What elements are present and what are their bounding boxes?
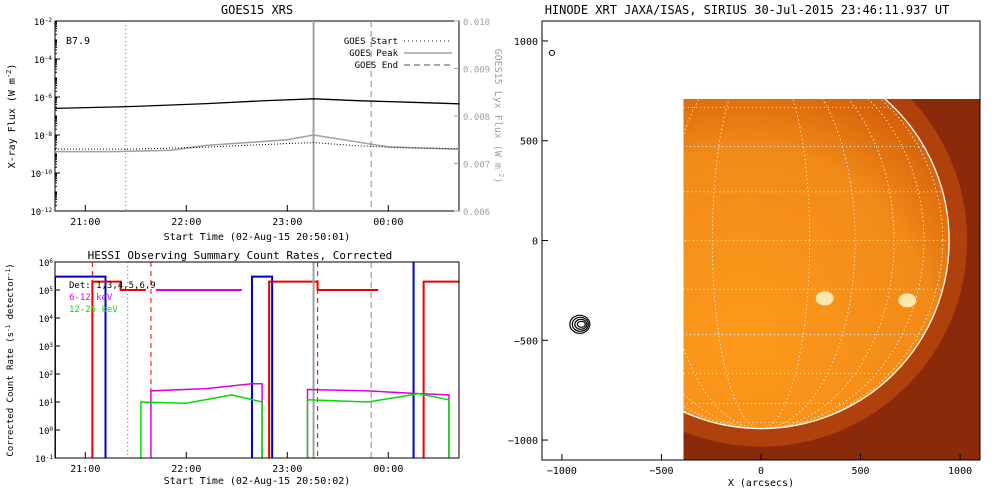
goes-legend-label: GOES End <box>355 61 398 71</box>
hessi-legend-label: 12-25 keV <box>69 305 118 315</box>
goes-short-line <box>55 142 459 150</box>
goes-y2label: GOES15 Lyx Flux (W m-2) <box>492 49 505 184</box>
goes-xtick-label: 22:00 <box>171 217 201 228</box>
xrt-active-region <box>898 293 917 308</box>
xrt-longitude-line <box>597 51 925 430</box>
goes-ytick-label: 10-8 <box>34 131 52 143</box>
hessi-6-12-kev-line <box>150 382 263 458</box>
goes-y2ticks: 0.010 0.009 0.008 0.007 0.006 <box>454 18 490 218</box>
hessi-xticks: 21:00 22:00 23:00 00:00 <box>70 452 403 475</box>
xrt-image-layer <box>542 21 980 460</box>
goes-xtick-label: 00:00 <box>373 217 403 228</box>
goes-plot-frame <box>54 20 460 212</box>
hessi-red-bar <box>91 280 146 458</box>
xrt-contour <box>576 320 586 328</box>
goes-title: GOES15 XRS <box>221 3 293 17</box>
xrt-ytick-label: 1000 <box>514 37 538 48</box>
xrt-xtick-label: 500 <box>852 466 870 477</box>
hessi-xtick-label: 23:00 <box>272 464 302 475</box>
xrt-xtick-label: 0 <box>758 466 764 477</box>
xrt-xlabel: X (arcsecs) <box>728 478 794 489</box>
xrt-xtick-label: −1000 <box>547 466 577 477</box>
xrt-ytick-label: −1000 <box>508 436 538 447</box>
goes-legend-label: GOES Start <box>344 37 398 47</box>
xrt-contour <box>574 318 588 330</box>
hessi-legend-label: 6-12 keV <box>69 293 113 303</box>
hessi-xlabel: Start Time (02-Aug-15 20:50:02) <box>164 476 351 487</box>
xrt-xticks: −1000 −500 0 500 1000 <box>547 454 972 477</box>
hessi-plot-frame <box>54 261 460 459</box>
hessi-ytick-label: 104 <box>39 314 54 326</box>
goes-lyx-line <box>55 134 459 153</box>
xrt-contour <box>571 316 589 332</box>
goes-xlabel: Start Time (02-Aug-15 20:50:01) <box>164 232 351 243</box>
goes-series-layer <box>55 21 459 211</box>
hessi-series-layer <box>55 262 459 458</box>
goes-ytick-label: 10-4 <box>34 55 52 67</box>
goes-yticks: 10-2 10-4 10-6 10-8 10-10 10-12 <box>30 17 60 219</box>
goes-y2tick-label: 0.010 <box>463 18 490 28</box>
hessi-xtick-label: 00:00 <box>373 464 403 475</box>
xrt-longitude-line <box>711 51 811 430</box>
hessi-12-25-kev-line <box>140 394 263 458</box>
xrt-xtick-label: −500 <box>649 466 673 477</box>
hessi-title: HESSI Observing Summary Count Rates, Cor… <box>88 249 393 262</box>
hessi-ytick-label: 102 <box>39 370 54 382</box>
goes-legend: GOES Start GOES Peak GOES End <box>344 37 452 71</box>
xrt-contour <box>569 314 591 334</box>
hessi-ytick-label: 10-1 <box>35 454 53 466</box>
goes-xtick-label: 21:00 <box>70 217 100 228</box>
hessi-red-bar <box>268 280 379 458</box>
goes-ytick-label: 10-10 <box>30 169 52 181</box>
hessi-legend: Det: 1,3,4,5,6,9 6-12 keV 12-25 keV <box>69 281 156 315</box>
hessi-blue-bar <box>250 275 274 458</box>
hessi-legend-label: Det: 1,3,4,5,6,9 <box>69 281 156 291</box>
hessi-ytick-label: 103 <box>39 342 54 354</box>
xrt-panel: HINODE XRT JAXA/ISAS, SIRIUS 30-Jul-2015… <box>508 3 981 489</box>
xrt-contour-small <box>548 49 555 56</box>
xrt-active-region <box>815 291 834 306</box>
goes-ylabel: X-ray Flux (W m-2) <box>5 64 18 169</box>
goes-y2tick-label: 0.008 <box>463 113 490 123</box>
hessi-panel: HESSI Observing Summary Count Rates, Cor… <box>5 249 460 487</box>
xrt-ytick-label: 500 <box>520 137 538 148</box>
goes-ytick-label: 10-12 <box>30 207 52 219</box>
goes-xticks: 21:00 22:00 23:00 00:00 <box>70 205 403 228</box>
goes-ytick-label: 10-6 <box>34 93 52 105</box>
hessi-yticks: 106 105 104 103 102 101 100 10-1 <box>35 258 60 466</box>
xrt-ytick-label: 0 <box>532 237 538 248</box>
goes-panel: GOES15 XRS 10-2 10-4 10-6 10-8 10-10 10-12 0.… <box>5 3 505 243</box>
hessi-ytick-label: 100 <box>39 426 54 438</box>
goes-ytick-label: 10-2 <box>34 17 52 29</box>
xrt-ytick-label: −500 <box>514 336 538 347</box>
xrt-mask <box>542 21 980 460</box>
hessi-blue-bar <box>55 275 107 458</box>
xrt-xtick-label: 1000 <box>948 466 972 477</box>
hessi-ytick-label: 105 <box>39 286 54 298</box>
goes-xtick-label: 23:00 <box>272 217 302 228</box>
goes-y2tick-label: 0.007 <box>463 161 490 171</box>
hessi-ytick-label: 106 <box>39 258 54 270</box>
xrt-yticks: 1000 500 0 −500 −1000 <box>508 37 548 447</box>
hessi-red-bar <box>422 280 459 458</box>
goes-long-line <box>55 98 459 110</box>
goes-legend-label: GOES Peak <box>349 49 398 59</box>
goes-y2tick-label: 0.009 <box>463 66 490 76</box>
goes-y2tick-label: 0.006 <box>463 208 490 218</box>
hessi-ylabel: Corrected Count Rate (s-1 detector-1) <box>5 263 17 456</box>
goes-class-label: B7.9 <box>66 36 90 47</box>
hessi-12-25-kev-line <box>306 392 450 458</box>
hessi-xtick-label: 21:00 <box>70 464 100 475</box>
hessi-xtick-label: 22:00 <box>171 464 201 475</box>
hessi-ytick-label: 101 <box>39 398 54 410</box>
xrt-title: HINODE XRT JAXA/ISAS, SIRIUS 30-Jul-2015… <box>545 3 950 17</box>
